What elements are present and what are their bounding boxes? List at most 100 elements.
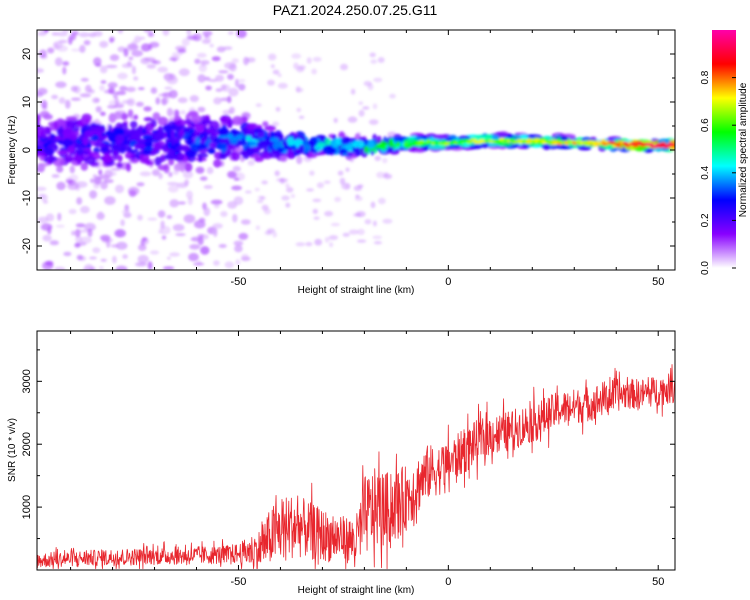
spectrogram-cell [213, 260, 220, 266]
spectrogram-panel: -50 0 50 -20 -10 0 10 20 Height of straight li… [7, 29, 676, 296]
spectrogram-cell [74, 144, 81, 149]
colorbar-tick-label: 0.6 [700, 118, 711, 132]
spectrogram-cell [143, 106, 152, 112]
spectrogram-cell [42, 234, 52, 242]
spectrogram-cell [131, 50, 143, 57]
spectrogram-cell [104, 196, 116, 205]
spectrogram-cell [103, 179, 114, 184]
spectrogram-cell [205, 85, 212, 91]
spectrogram-cell [291, 144, 297, 150]
spectrogram-cell [61, 138, 74, 148]
spectrogram-cell [181, 38, 190, 47]
spectrogram-cell [307, 140, 315, 146]
spectrogram-cell [115, 184, 124, 194]
spectrogram-cell [50, 133, 56, 140]
spectrogram-cell [254, 156, 264, 162]
spectrogram-cell [197, 106, 206, 113]
spectrogram-cell [80, 236, 92, 244]
spectrogram-cell [180, 110, 186, 115]
spectrogram-cell [178, 201, 186, 205]
spectrogram-cell [485, 134, 492, 140]
spectrogram-cell [372, 235, 383, 240]
spectrogram-cell [344, 182, 351, 190]
spectrogram-cell [120, 219, 125, 227]
spectrogram-cell [219, 138, 229, 145]
spectrogram-cell [298, 115, 305, 119]
spectrogram-cell [157, 210, 166, 218]
spectrogram-cell [215, 88, 223, 92]
spectrogram-y-tick-label: 20 [21, 48, 33, 60]
spectrogram-cell [241, 137, 246, 144]
spectrogram-x-tick-label: -50 [231, 276, 247, 288]
spectrogram-cell [363, 145, 369, 154]
spectrogram-cell [492, 134, 500, 141]
spectrogram-cell [144, 140, 153, 149]
spectrogram-cell [255, 225, 261, 230]
spectrogram-cell [56, 165, 64, 173]
spectrogram-cell [136, 128, 143, 138]
spectrogram-cell [37, 216, 49, 224]
spectrogram-cell [231, 58, 239, 64]
spectrogram-cell [261, 180, 268, 185]
spectrogram-cell [137, 254, 149, 264]
spectrogram-cell [428, 144, 444, 150]
spectrogram-cell [78, 229, 90, 233]
spectrogram-cell [190, 114, 202, 124]
spectrogram-cell [238, 83, 246, 91]
spectrogram-cell [234, 78, 240, 88]
snr-frame [36, 330, 676, 571]
spectrogram-cell [141, 149, 152, 156]
spectrogram-cell [262, 121, 269, 127]
spectrogram-cell [54, 57, 63, 67]
spectrogram-cell [358, 109, 365, 117]
spectrogram-cell [62, 30, 70, 33]
spectrogram-cell [116, 162, 123, 169]
spectrogram-cell [168, 57, 178, 61]
spectrogram-cell [76, 197, 83, 205]
spectrogram-cell [56, 149, 69, 155]
spectrogram-cell [203, 185, 213, 189]
spectrogram-cell [100, 180, 108, 190]
spectrogram-cell [161, 97, 168, 106]
spectrogram-cell [56, 45, 68, 52]
spectrogram-cell [155, 97, 161, 105]
spectrogram-cell [195, 123, 205, 133]
spectrogram-cell [140, 239, 145, 247]
spectrogram-cell [328, 235, 339, 241]
spectrogram-cell [139, 153, 150, 161]
spectrogram-cell [139, 171, 152, 177]
spectrogram-cell [143, 57, 156, 62]
spectrogram-cell [37, 91, 44, 97]
spectrogram-cell [324, 137, 332, 147]
spectrogram-cell [316, 182, 324, 189]
spectrogram-cell [340, 137, 351, 145]
spectrogram-cell [198, 217, 206, 223]
spectrogram-cell [62, 66, 67, 75]
spectrogram-cell [246, 131, 252, 136]
spectrogram-cell [212, 223, 223, 229]
spectrogram-cell [134, 143, 146, 149]
spectrogram-cell [79, 93, 92, 98]
spectrogram-cell [120, 113, 128, 121]
spectrogram-cell [268, 53, 277, 61]
spectrogram-cell [296, 107, 302, 113]
spectrogram-cell [139, 36, 146, 40]
spectrogram-cell [127, 109, 134, 118]
spectrogram-cell [184, 162, 193, 172]
spectrogram-cell [368, 119, 379, 125]
spectrogram-cell [357, 228, 365, 236]
spectrogram-cell [235, 259, 241, 266]
spectrogram-cell [186, 190, 193, 199]
spectrogram-cell [140, 43, 152, 52]
spectrogram-cell [312, 198, 322, 203]
spectrogram-cell [114, 97, 119, 106]
spectrogram-cell [100, 147, 109, 152]
spectrogram-cell [376, 135, 382, 144]
spectrogram-cell [506, 133, 514, 139]
spectrogram-cell [270, 64, 275, 69]
spectrogram-cell [89, 256, 97, 260]
spectrogram-cell [67, 145, 75, 154]
spectrogram-cell [197, 74, 206, 83]
spectrogram-cell [37, 32, 47, 36]
